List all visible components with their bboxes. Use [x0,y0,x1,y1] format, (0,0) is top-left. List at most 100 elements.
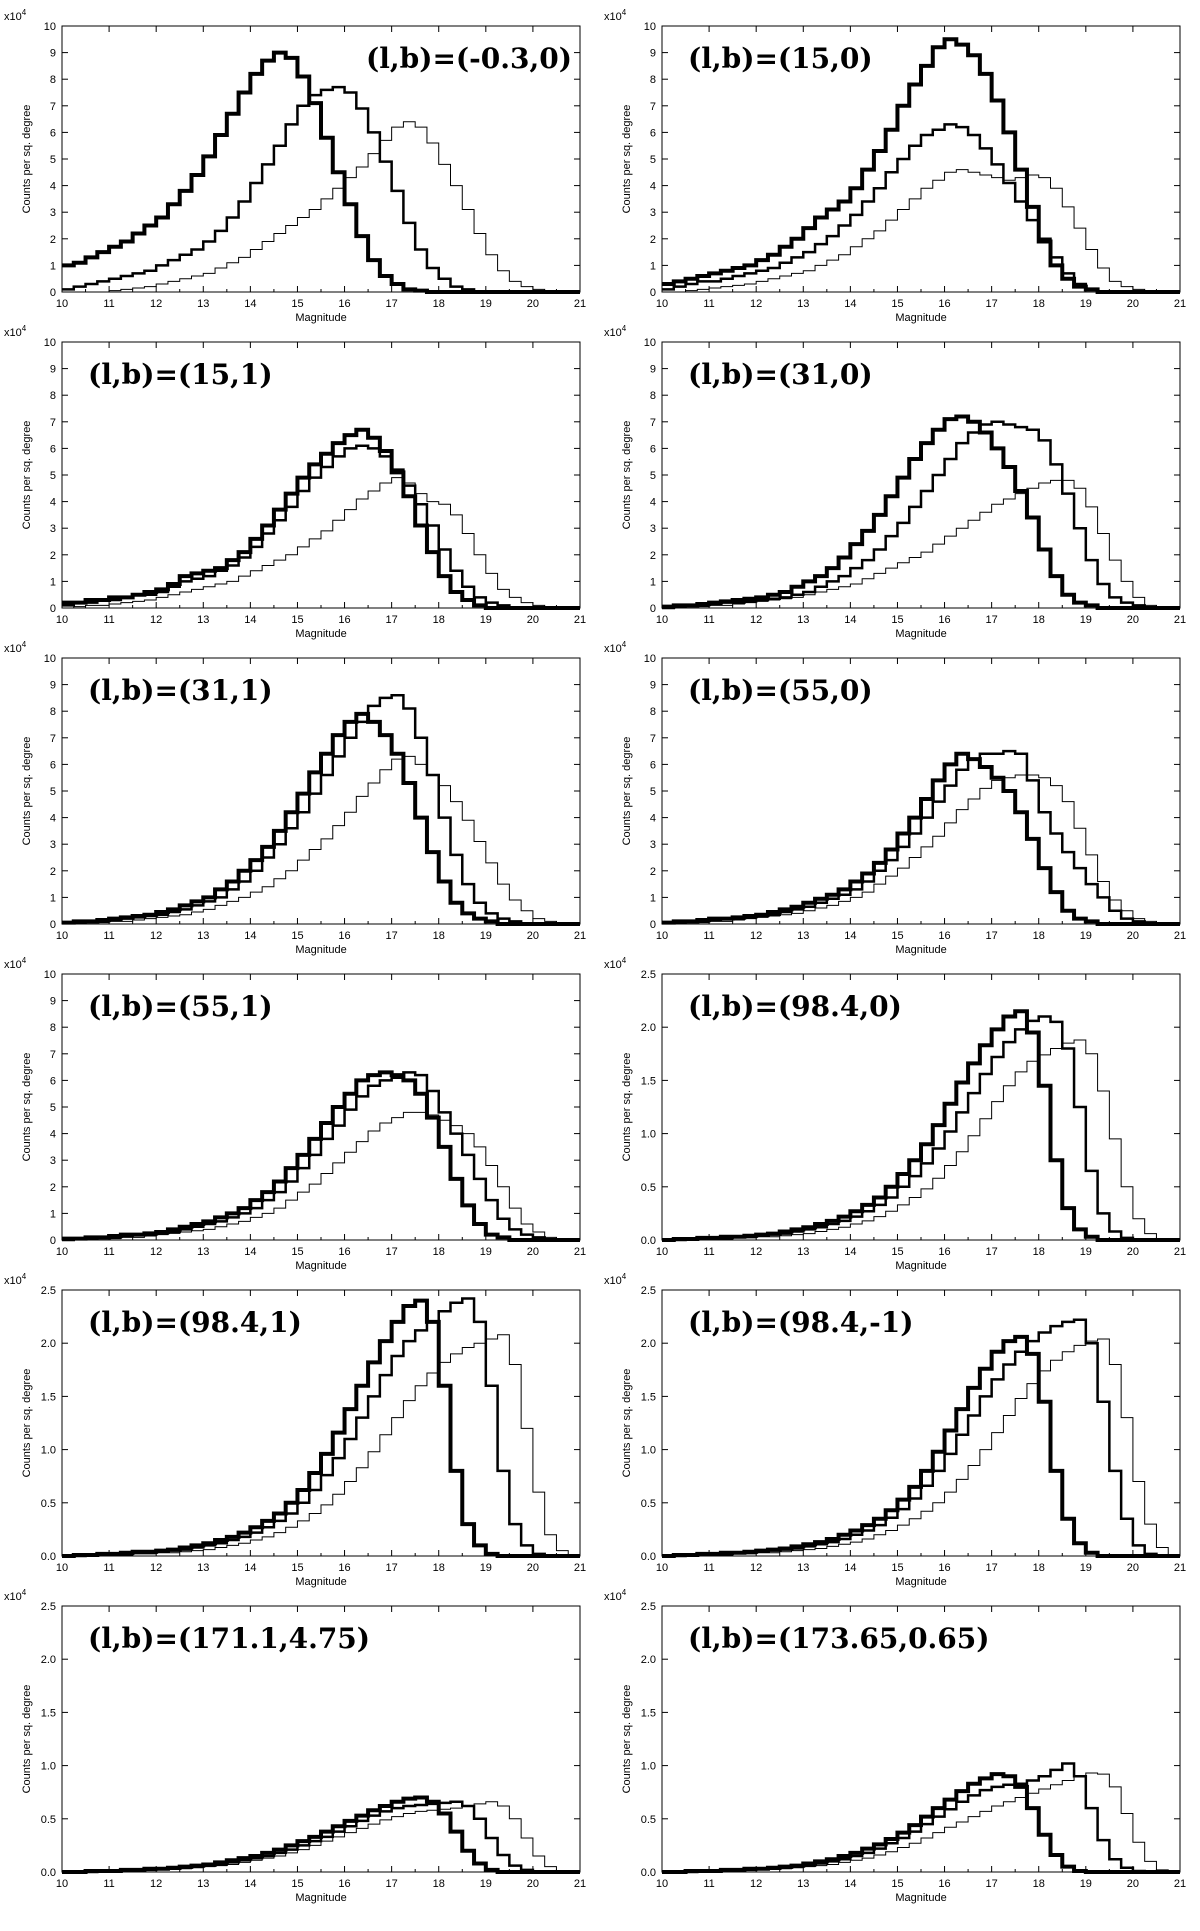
panel-title: (l,b)=(55,1) [88,990,273,1023]
y-tick-label: 1 [50,892,56,904]
x-tick-label: 15 [891,614,903,626]
x-tick-label: 21 [574,930,586,942]
y-multiplier: x104 [4,640,27,655]
x-tick-label: 11 [703,1878,714,1890]
chart-panel: 10 11 12 13 14 15 16 17 18 19 20 21 0 1 2 3 4 5 6 7 8 9 10 x104… [600,0,1200,324]
y-multiplier-exponent: 4 [622,324,627,333]
y-tick-label: 5 [650,786,656,798]
x-tick-label: 16 [338,1878,350,1890]
x-tick-label: 15 [891,1562,903,1574]
chart-panel: 10 11 12 13 14 15 16 17 18 19 20 21 0.0 0.5 1.0 1.5 2.0 2… [0,1264,600,1588]
histogram-series-3 [62,1111,580,1241]
y-tick-label: 0 [650,603,656,615]
y-tick-label: 7 [650,417,656,429]
x-tick-label: 16 [338,614,350,626]
chart-panel: 10 11 12 13 14 15 16 17 18 19 20 21 0 1 2 3 4 5 6 7 8 9 10 x104… [600,316,1200,640]
x-tick-label: 18 [433,1562,445,1574]
y-tick-label: 1.5 [41,1707,56,1719]
y-multiplier-exponent: 4 [22,956,27,965]
y-multiplier: x104 [604,640,627,655]
y-axis-label: Counts per sq. degree [21,1053,33,1162]
y-multiplier-base: x10 [604,327,622,339]
y-tick-label: 2 [50,1182,56,1194]
y-tick-label: 7 [50,417,56,429]
x-tick-label: 21 [1174,1878,1186,1890]
x-tick-label: 12 [750,1246,762,1258]
x-tick-label: 13 [797,930,809,942]
y-multiplier: x104 [4,324,27,339]
y-axis-label: Counts per sq. degree [621,421,633,530]
y-multiplier-exponent: 4 [622,956,627,965]
histogram-series-2 [62,1800,580,1874]
x-tick-label: 18 [433,1246,445,1258]
x-tick-label: 10 [56,1246,68,1258]
y-tick-label: 6 [650,759,656,771]
y-multiplier: x104 [4,8,27,23]
y-tick-label: 6 [50,759,56,771]
y-tick-label: 4 [650,181,656,193]
x-tick-label: 21 [1174,614,1186,626]
x-tick-label: 11 [103,930,114,942]
y-tick-label: 1 [50,576,56,588]
x-tick-label: 17 [986,614,998,626]
x-tick-label: 17 [386,930,398,942]
y-multiplier-exponent: 4 [622,8,627,17]
y-axis-label: Counts per sq. degree [621,1685,633,1794]
y-axis-label: Counts per sq. degree [21,421,33,530]
x-tick-label: 13 [197,298,209,310]
x-tick-label: 20 [527,1878,539,1890]
y-tick-label: 8 [650,390,656,402]
y-tick-label: 9 [50,680,56,692]
y-axis-label: Counts per sq. degree [21,1685,33,1794]
x-tick-label: 11 [103,1562,114,1574]
y-tick-label: 10 [44,653,56,665]
x-tick-label: 10 [56,1878,68,1890]
y-multiplier: x104 [604,8,627,23]
x-tick-label: 19 [480,1246,492,1258]
chart-panel: 10 11 12 13 14 15 16 17 18 19 20 21 0 1 2 3 4 5 6 7 8 9 10 x104… [0,316,600,640]
y-multiplier-base: x10 [604,643,622,655]
y-tick-label: 2.5 [41,1285,56,1297]
x-tick-label: 14 [244,298,256,310]
x-tick-label: 11 [703,298,714,310]
x-tick-label: 19 [480,298,492,310]
x-tick-label: 13 [797,614,809,626]
histogram-series-1 [662,1009,1180,1242]
chart-panel: 10 11 12 13 14 15 16 17 18 19 20 21 0.0 0.5 1.0 1.5 2.0 2… [600,1580,1200,1904]
histogram-series-2 [62,693,580,926]
chart-svg: 10 11 12 13 14 15 16 17 18 19 20 21012345678910x104… [604,8,1186,324]
chart-svg: 10 11 12 13 14 15 16 17 18 19 20 21012345678910x104… [4,640,586,956]
chart-panel: 10 11 12 13 14 15 16 17 18 19 20 21 0.0 0.5 1.0 1.5 2.0 2… [0,1580,600,1904]
x-tick-label: 13 [197,614,209,626]
y-multiplier-exponent: 4 [22,1272,27,1281]
y-multiplier-base: x10 [4,1275,22,1287]
x-tick-label: 14 [244,1246,256,1258]
x-tick-label: 18 [433,930,445,942]
x-tick-label: 10 [56,298,68,310]
y-tick-label: 10 [44,969,56,981]
x-tick-label: 13 [197,1246,209,1258]
x-tick-label: 10 [56,614,68,626]
y-multiplier-exponent: 4 [622,1588,627,1597]
x-tick-label: 18 [433,614,445,626]
y-tick-label: 3 [650,839,656,851]
y-axis-label: Counts per sq. degree [621,1369,633,1478]
histogram-series-1 [662,1334,1180,1558]
x-tick-label: 14 [844,1246,856,1258]
x-tick-label: 12 [750,930,762,942]
x-tick-label: 17 [986,298,998,310]
y-tick-label: 1 [650,260,656,272]
histogram-series-3 [62,477,580,609]
x-tick-label: 17 [386,1562,398,1574]
x-tick-label: 15 [291,614,303,626]
x-tick-label: 14 [244,614,256,626]
y-tick-label: 0 [50,919,56,931]
y-multiplier-base: x10 [604,1275,622,1287]
y-tick-label: 10 [644,21,656,33]
x-tick-label: 11 [103,1246,114,1258]
x-tick-label: 20 [527,1246,539,1258]
x-tick-label: 10 [656,930,668,942]
panel-title: (l,b)=(98.4,-1) [688,1306,913,1339]
x-tick-label: 18 [1033,930,1045,942]
y-tick-label: 2.0 [41,1338,56,1350]
